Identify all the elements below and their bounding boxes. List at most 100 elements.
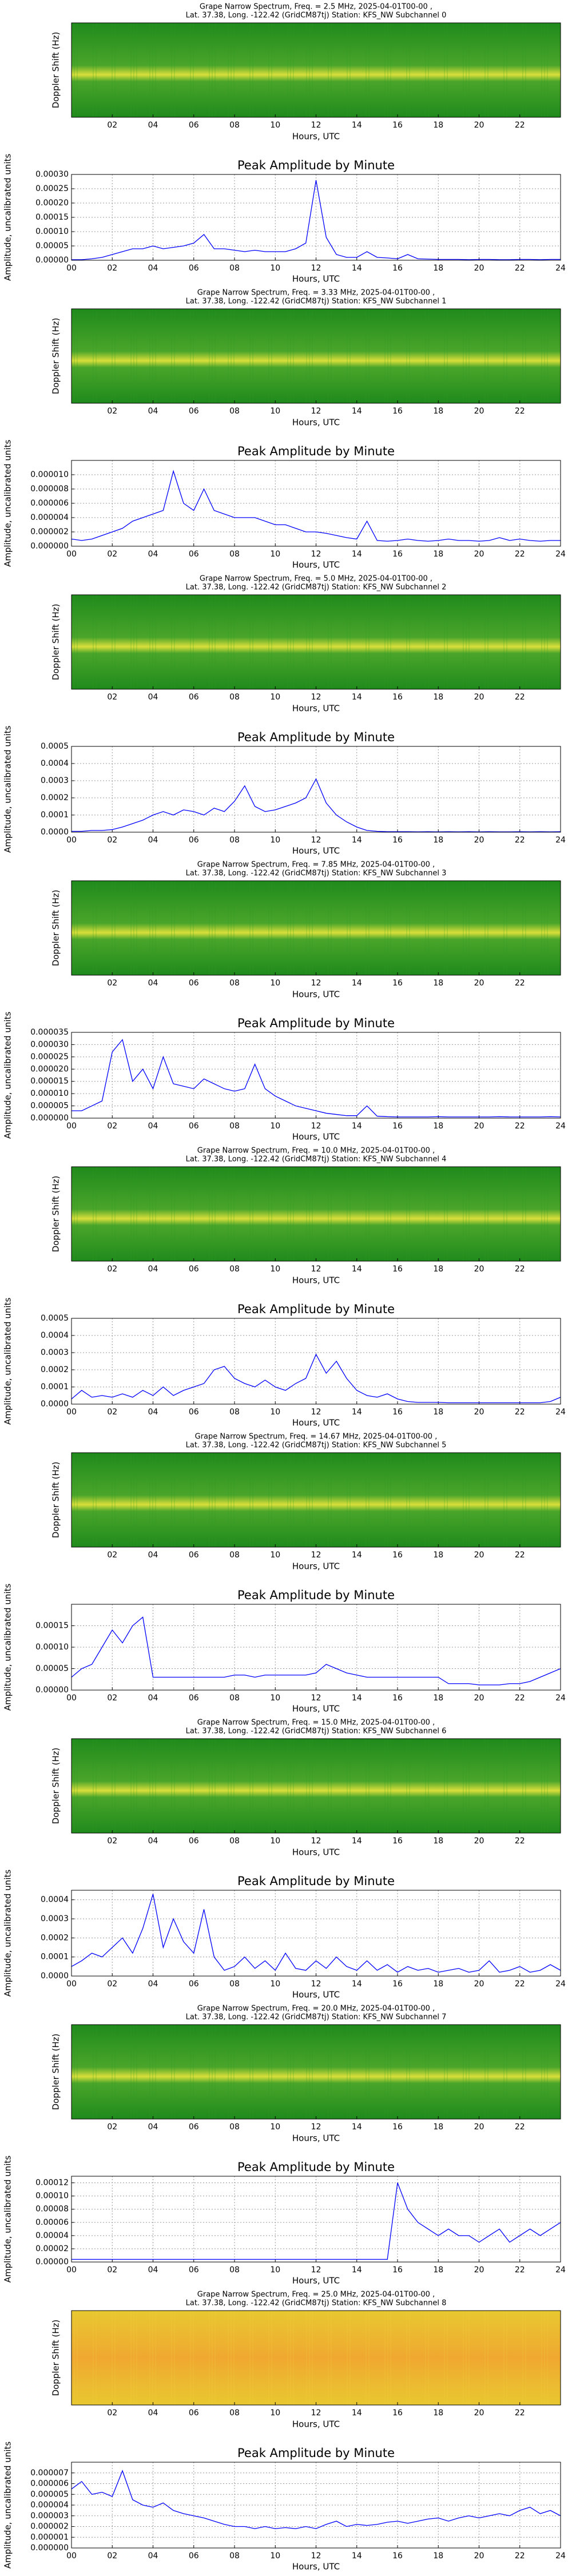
x-tick-label: 18 xyxy=(433,407,443,416)
x-tick-label: 16 xyxy=(392,1551,403,1560)
chart-title: Peak Amplitude by Minute xyxy=(237,2160,395,2174)
x-tick-label: 14 xyxy=(352,264,362,273)
x-axis-label: Hours, UTC xyxy=(292,1275,340,1286)
y-axis-label: Doppler Shift (Hz) xyxy=(51,890,61,967)
chart-title: Peak Amplitude by Minute xyxy=(237,1016,395,1030)
x-tick-label: 20 xyxy=(474,2122,484,2132)
plot-frame xyxy=(71,1318,561,1405)
x-tick-label: 14 xyxy=(352,1122,362,1131)
x-tick-label: 10 xyxy=(270,1408,280,1417)
x-tick-label: 10 xyxy=(270,836,280,845)
x-tick-label: 02 xyxy=(107,1979,117,1989)
x-tick-label: 06 xyxy=(189,407,199,416)
x-tick-label: 20 xyxy=(474,1836,484,1846)
x-tick-label: 22 xyxy=(515,264,525,273)
x-tick-label: 08 xyxy=(229,407,240,416)
data-line xyxy=(71,1353,561,1404)
x-tick-label: 08 xyxy=(229,1694,240,1703)
x-tick-label: 02 xyxy=(107,2122,117,2132)
x-tick-label: 08 xyxy=(229,1265,240,1274)
x-tick-label: 20 xyxy=(474,264,484,273)
x-tick-label: 24 xyxy=(555,1979,566,1989)
y-axis-label: Doppler Shift (Hz) xyxy=(51,1462,61,1539)
x-tick-label: 06 xyxy=(189,1551,199,1560)
x-tick-label: 10 xyxy=(270,2551,280,2561)
x-tick-label: 10 xyxy=(270,1836,280,1846)
x-tick-label: 02 xyxy=(107,1408,117,1417)
x-tick-label: 12 xyxy=(311,979,321,988)
x-tick-label: 18 xyxy=(433,264,443,273)
x-tick-label: 02 xyxy=(107,836,117,845)
spectrogram-image xyxy=(72,1167,561,1261)
x-tick-label: 18 xyxy=(433,1979,443,1989)
x-tick-label: 06 xyxy=(189,1408,199,1417)
x-tick-label: 20 xyxy=(474,979,484,988)
x-tick-label: 02 xyxy=(107,693,117,702)
x-tick-label: 14 xyxy=(352,693,362,702)
chart-title: Grape Narrow Spectrum, Freq. = 20.0 MHz,… xyxy=(197,2005,435,2013)
x-tick-label: 22 xyxy=(515,550,525,559)
y-tick-label: 0.00006 xyxy=(35,2218,69,2227)
x-tick-label: 06 xyxy=(189,1694,199,1703)
chart-subtitle: Lat. 37.38, Long. -122.42 (GridCM87tj) S… xyxy=(186,2299,447,2308)
x-tick-label: 06 xyxy=(189,693,199,702)
x-tick-label: 16 xyxy=(392,1836,403,1846)
x-tick-label: 06 xyxy=(189,836,199,845)
spectrogram-image xyxy=(72,2311,561,2405)
x-tick-label: 06 xyxy=(189,264,199,273)
y-tick-label: 0.000006 xyxy=(30,499,69,508)
chart-title: Peak Amplitude by Minute xyxy=(237,1588,395,1602)
x-tick-label: 04 xyxy=(148,2551,158,2561)
x-tick-label: 10 xyxy=(270,2122,280,2132)
y-axis-label: Amplitude, uncalibrated units xyxy=(3,1012,13,1139)
x-tick-label: 14 xyxy=(352,2551,362,2561)
y-tick-label: 0.000005 xyxy=(30,2490,69,2499)
x-tick-label: 04 xyxy=(148,264,158,273)
x-tick-label: 18 xyxy=(433,1694,443,1703)
y-tick-label: 0.00010 xyxy=(35,1643,69,1652)
x-axis-label: Hours, UTC xyxy=(292,1704,340,1714)
x-tick-label: 20 xyxy=(474,693,484,702)
x-tick-label: 12 xyxy=(311,1694,321,1703)
x-tick-label: 00 xyxy=(66,264,77,273)
x-tick-label: 06 xyxy=(189,1122,199,1131)
x-tick-label: 12 xyxy=(311,1836,321,1846)
x-axis-label: Hours, UTC xyxy=(292,989,340,1000)
y-tick-label: 0.000001 xyxy=(30,2533,69,2542)
y-axis-label: Doppler Shift (Hz) xyxy=(51,2034,61,2110)
x-tick-label: 16 xyxy=(392,2408,403,2418)
spectrogram-image xyxy=(72,2025,561,2119)
y-tick-label: 0.0001 xyxy=(41,1953,69,1962)
x-tick-label: 10 xyxy=(270,2408,280,2418)
x-tick-label: 20 xyxy=(474,1694,484,1703)
x-tick-label: 24 xyxy=(555,550,566,559)
y-axis-label: Amplitude, uncalibrated units xyxy=(3,2442,13,2569)
x-tick-label: 18 xyxy=(433,2122,443,2132)
x-tick-label: 24 xyxy=(555,2265,566,2275)
x-tick-label: 00 xyxy=(66,1694,77,1703)
x-tick-label: 06 xyxy=(189,2408,199,2418)
x-tick-label: 04 xyxy=(148,2265,158,2275)
x-tick-label: 18 xyxy=(433,836,443,845)
x-tick-label: 08 xyxy=(229,1408,240,1417)
x-tick-label: 16 xyxy=(392,1122,403,1131)
plot-frame xyxy=(71,1890,561,1977)
x-axis-label: Hours, UTC xyxy=(292,2133,340,2144)
chart-title: Grape Narrow Spectrum, Freq. = 14.67 MHz… xyxy=(195,1433,438,1441)
chart-subtitle: Lat. 37.38, Long. -122.42 (GridCM87tj) S… xyxy=(186,2013,447,2022)
x-axis-label: Hours, UTC xyxy=(292,418,340,428)
x-tick-label: 22 xyxy=(515,2408,525,2418)
chart-title: Grape Narrow Spectrum, Freq. = 10.0 MHz,… xyxy=(197,1147,435,1155)
chart-title: Peak Amplitude by Minute xyxy=(237,444,395,458)
x-tick-label: 20 xyxy=(474,836,484,845)
data-line xyxy=(72,778,561,833)
x-tick-label: 16 xyxy=(392,1979,403,1989)
y-axis-label: Amplitude, uncalibrated units xyxy=(3,154,13,281)
x-tick-label: 14 xyxy=(352,1551,362,1560)
y-axis-label: Amplitude, uncalibrated units xyxy=(3,440,13,567)
x-tick-label: 08 xyxy=(229,1836,240,1846)
y-tick-label: 0.000003 xyxy=(30,2511,69,2521)
x-axis-label: Hours, UTC xyxy=(292,846,340,856)
x-tick-label: 00 xyxy=(66,550,77,559)
